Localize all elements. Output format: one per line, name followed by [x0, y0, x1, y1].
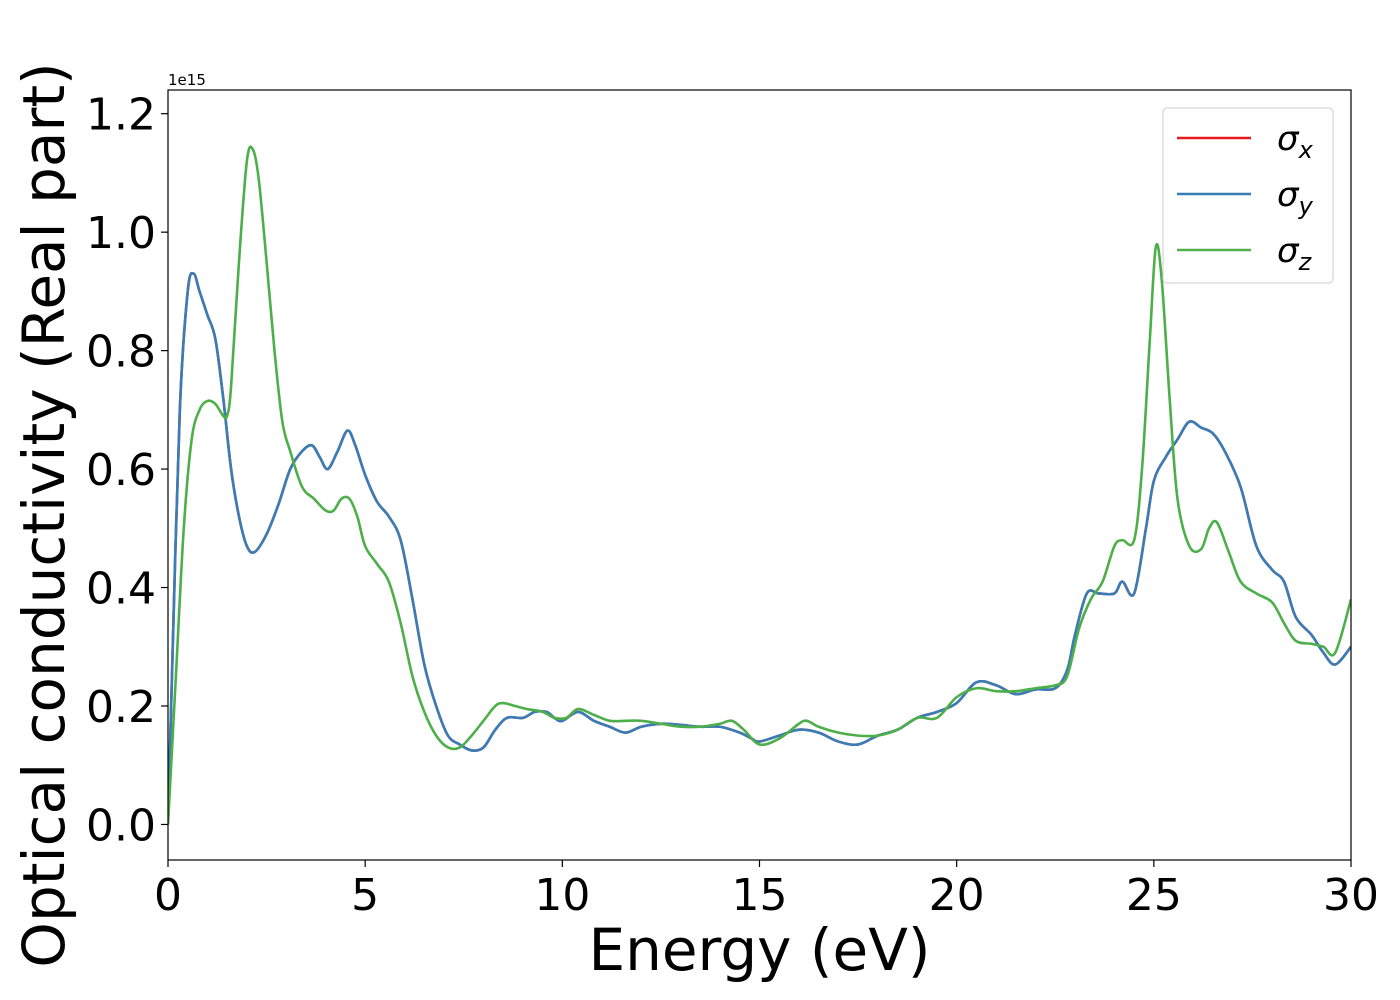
tick-layer: 0 5 10 15 20 25 30 0.0 0.2 0.4 0.6 0.8 1.0 1.2	[86, 90, 1379, 921]
x-tick-label: 20	[929, 870, 985, 921]
y-tick-label: 0.6	[86, 445, 156, 496]
x-tick-label: 5	[351, 870, 379, 921]
y-tick-label: 0.8	[86, 327, 156, 378]
y-tick-label: 0.0	[86, 800, 156, 851]
x-tick-label: 0	[154, 870, 182, 921]
x-tick-label: 25	[1126, 870, 1182, 921]
y-tick-label: 0.2	[86, 682, 156, 733]
series-layer	[168, 145, 1351, 825]
x-tick-label: 30	[1323, 870, 1379, 921]
series-line-y	[168, 271, 1351, 825]
y-axis-title: Optical conductivity (Real part)	[10, 62, 78, 967]
x-tick-label: 15	[732, 870, 788, 921]
legend-box	[1162, 107, 1334, 284]
x-tick-label: 10	[534, 870, 590, 921]
x-axis-title: Energy (eV)	[588, 916, 930, 984]
y-offset-text: 1e15	[168, 71, 206, 89]
y-tick-label: 1.0	[86, 208, 156, 259]
y-tick-label: 0.4	[86, 564, 156, 615]
y-tick-label: 1.2	[86, 90, 156, 141]
series-line-z	[168, 145, 1351, 825]
